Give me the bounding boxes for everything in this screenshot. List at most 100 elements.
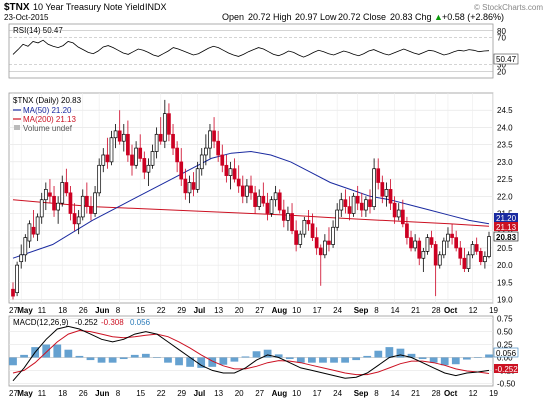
date-tick-label-bottom: 13 <box>214 389 223 398</box>
close-label: Close <box>363 12 386 22</box>
candle-body <box>249 185 253 194</box>
macd-hist-bar <box>274 354 283 358</box>
macd-hist-bar <box>352 357 361 361</box>
candle-body <box>339 199 344 211</box>
candle-body <box>31 226 36 235</box>
macd-hist-tag <box>493 347 519 358</box>
macd-legend-name: MACD(12,26,9) <box>13 318 69 327</box>
date-tick-label: 28 <box>432 306 441 315</box>
high-label: High <box>273 12 292 22</box>
candle-body <box>216 140 221 156</box>
macd-tick-label: 0.50 <box>497 328 513 337</box>
date-tick-label-bottom: May <box>17 389 33 398</box>
candle-body <box>117 130 122 142</box>
macd-hist-bar <box>308 357 316 363</box>
candle-body <box>302 220 307 235</box>
candle-body <box>306 220 311 225</box>
macd-line <box>12 325 490 382</box>
ma50-line <box>12 150 490 259</box>
macd-hist-bar <box>175 357 183 366</box>
date-tick-label: Sep <box>354 306 369 315</box>
macd-hist-bar <box>451 357 460 365</box>
rsi-tick-label: 70 <box>497 34 506 43</box>
macd-hist-bar <box>42 344 51 358</box>
date-tick-label: 22 <box>157 306 166 315</box>
close-value-tag <box>493 231 519 242</box>
candle-body <box>52 195 56 211</box>
candle-body <box>405 223 409 238</box>
price-tick-label: 24.0 <box>497 123 513 132</box>
rsi-tick-label: 80 <box>497 27 506 36</box>
candle-body <box>154 133 159 152</box>
candle-body <box>343 199 348 207</box>
macd-hist-bar <box>252 351 261 358</box>
candle-body <box>130 154 134 166</box>
candle-body <box>171 133 175 149</box>
price-tick-label: 23.0 <box>497 158 513 167</box>
candle-body <box>76 216 81 225</box>
macd-hist-bar <box>53 344 62 358</box>
date-tick-label: Oct <box>444 306 458 315</box>
date-tick-label-bottom: 8 <box>374 389 379 398</box>
macd-hist-bar <box>263 349 272 358</box>
candle-body <box>208 130 212 149</box>
candle-body <box>35 216 40 235</box>
date-tick-label: 26 <box>79 306 88 315</box>
candle-body <box>380 182 385 197</box>
macd-legend-hist: 0.056 <box>130 318 151 327</box>
date-tick-label-bottom: 21 <box>411 389 420 398</box>
candle-body <box>134 147 138 166</box>
candle-body <box>372 168 376 207</box>
candle-body <box>93 192 97 214</box>
macd-hist-bar <box>474 357 482 358</box>
candle-body <box>80 195 85 218</box>
candle-body <box>27 223 32 242</box>
low-value: 20.72 <box>338 12 361 22</box>
candle-body <box>212 130 216 142</box>
date-tick-label: 21 <box>411 306 420 315</box>
macd-hist-bar <box>418 357 427 360</box>
candle-body <box>15 264 19 294</box>
candle-body <box>327 240 331 245</box>
date-tick-label-bottom: 12 <box>469 389 478 398</box>
macd-hist-bar <box>75 355 84 358</box>
candle-body <box>478 251 483 263</box>
candle-body <box>89 206 93 214</box>
ma200-value-tag <box>494 222 518 231</box>
date-tick-label: 17 <box>313 306 322 315</box>
date-tick-label: 20 <box>235 306 244 315</box>
candle-body <box>335 209 340 228</box>
candle-body <box>23 237 28 256</box>
candle-body <box>351 195 356 214</box>
candle-body <box>150 151 155 166</box>
candle-body <box>138 147 143 159</box>
candle-body <box>318 247 323 256</box>
price-axis-ticks: 24.524.023.523.022.522.021.521.020.520.0… <box>497 106 513 304</box>
macd-hist-bar <box>363 355 372 358</box>
date-tick-label-bottom: Jun <box>95 389 109 398</box>
candle-body <box>281 209 286 221</box>
volume-legend-swatch <box>14 125 20 130</box>
date-tick-label-bottom: 20 <box>235 389 244 398</box>
rsi-value-tag-text: 50.47 <box>496 55 517 64</box>
macd-hist-bar <box>64 349 73 358</box>
price-tick-label: 23.5 <box>497 141 513 150</box>
price-tick-label: 19.5 <box>497 278 513 287</box>
date-tick-label: 19 <box>489 306 498 315</box>
candle-body <box>19 254 24 263</box>
candle-body <box>121 133 126 142</box>
candle-body <box>376 168 381 183</box>
macd-histogram <box>9 344 493 368</box>
candle-body <box>331 226 335 245</box>
macd-hist-bar <box>9 357 17 366</box>
candle-body <box>347 206 352 214</box>
macd-hist-bar <box>374 350 383 358</box>
candle-body <box>43 189 48 201</box>
candle-body <box>310 223 315 238</box>
candle-body <box>474 244 479 252</box>
date-tick-label-bottom: 18 <box>58 389 67 398</box>
candle-body <box>187 182 192 194</box>
macd-legend-signal: -0.308 <box>101 318 124 327</box>
candle-body <box>146 164 151 173</box>
candle-body <box>298 233 303 245</box>
